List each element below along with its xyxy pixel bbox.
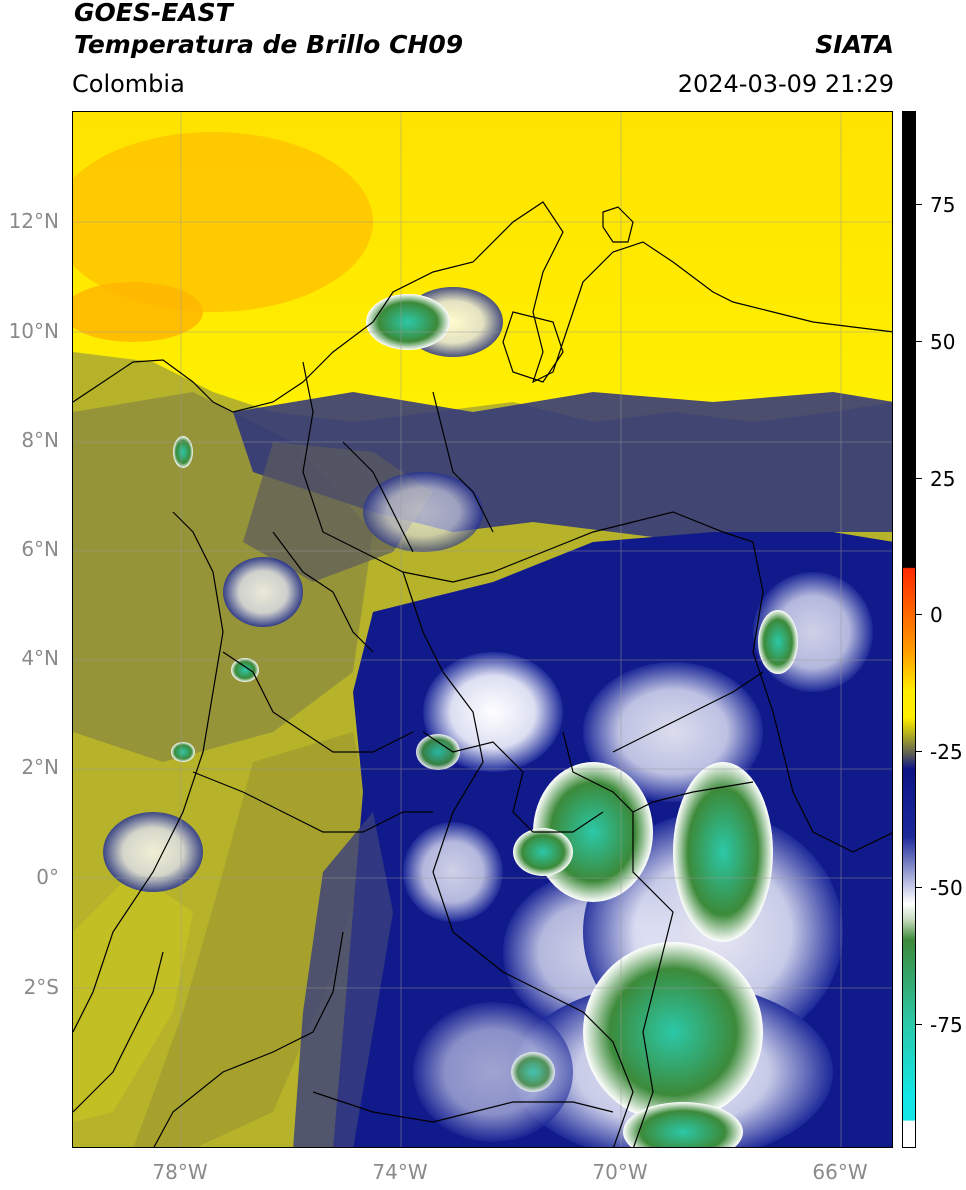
agency-label: SIATA <box>815 30 894 59</box>
colorbar-tick <box>916 751 922 752</box>
colorbar-label-neg50: -50 <box>930 876 963 900</box>
lon-label-78w: 78°W <box>152 1160 208 1184</box>
lat-label-6n: 6°N <box>21 537 59 561</box>
colorbar-tick <box>916 478 922 479</box>
colorbar-tick <box>916 887 922 888</box>
lon-label-66w: 66°W <box>812 1160 868 1184</box>
lat-label-4n: 4°N <box>21 646 59 670</box>
region-label: Colombia <box>72 70 185 98</box>
brightness-temperature-image <box>73 112 892 1147</box>
lat-label-8n: 8°N <box>21 428 59 452</box>
datetime-label: 2024-03-09 21:29 <box>677 70 894 98</box>
colorbar-tick <box>916 204 922 205</box>
temperature-colorbar <box>902 111 916 1148</box>
colorbar-tick <box>916 341 922 342</box>
colorbar-label-0: 0 <box>930 603 943 627</box>
colorbar-label-neg75: -75 <box>930 1013 963 1037</box>
colorbar-label-neg25: -25 <box>930 740 963 764</box>
lat-label-0: 0° <box>36 865 59 889</box>
satellite-title: GOES-EAST <box>74 0 233 27</box>
colorbar-label-25: 25 <box>930 467 956 491</box>
lat-label-2n: 2°N <box>21 755 59 779</box>
satellite-map[interactable] <box>72 111 893 1148</box>
colorbar-tick <box>916 1024 922 1025</box>
lon-label-70w: 70°W <box>592 1160 648 1184</box>
colorbar-label-75: 75 <box>930 193 956 217</box>
lat-label-10n: 10°N <box>8 319 59 343</box>
lat-label-2s: 2°S <box>23 975 59 999</box>
product-title: Temperatura de Brillo CH09 <box>74 30 464 59</box>
lon-label-74w: 74°W <box>372 1160 428 1184</box>
lat-label-12n: 12°N <box>8 209 59 233</box>
colorbar-label-50: 50 <box>930 330 956 354</box>
colorbar-tick <box>916 614 922 615</box>
